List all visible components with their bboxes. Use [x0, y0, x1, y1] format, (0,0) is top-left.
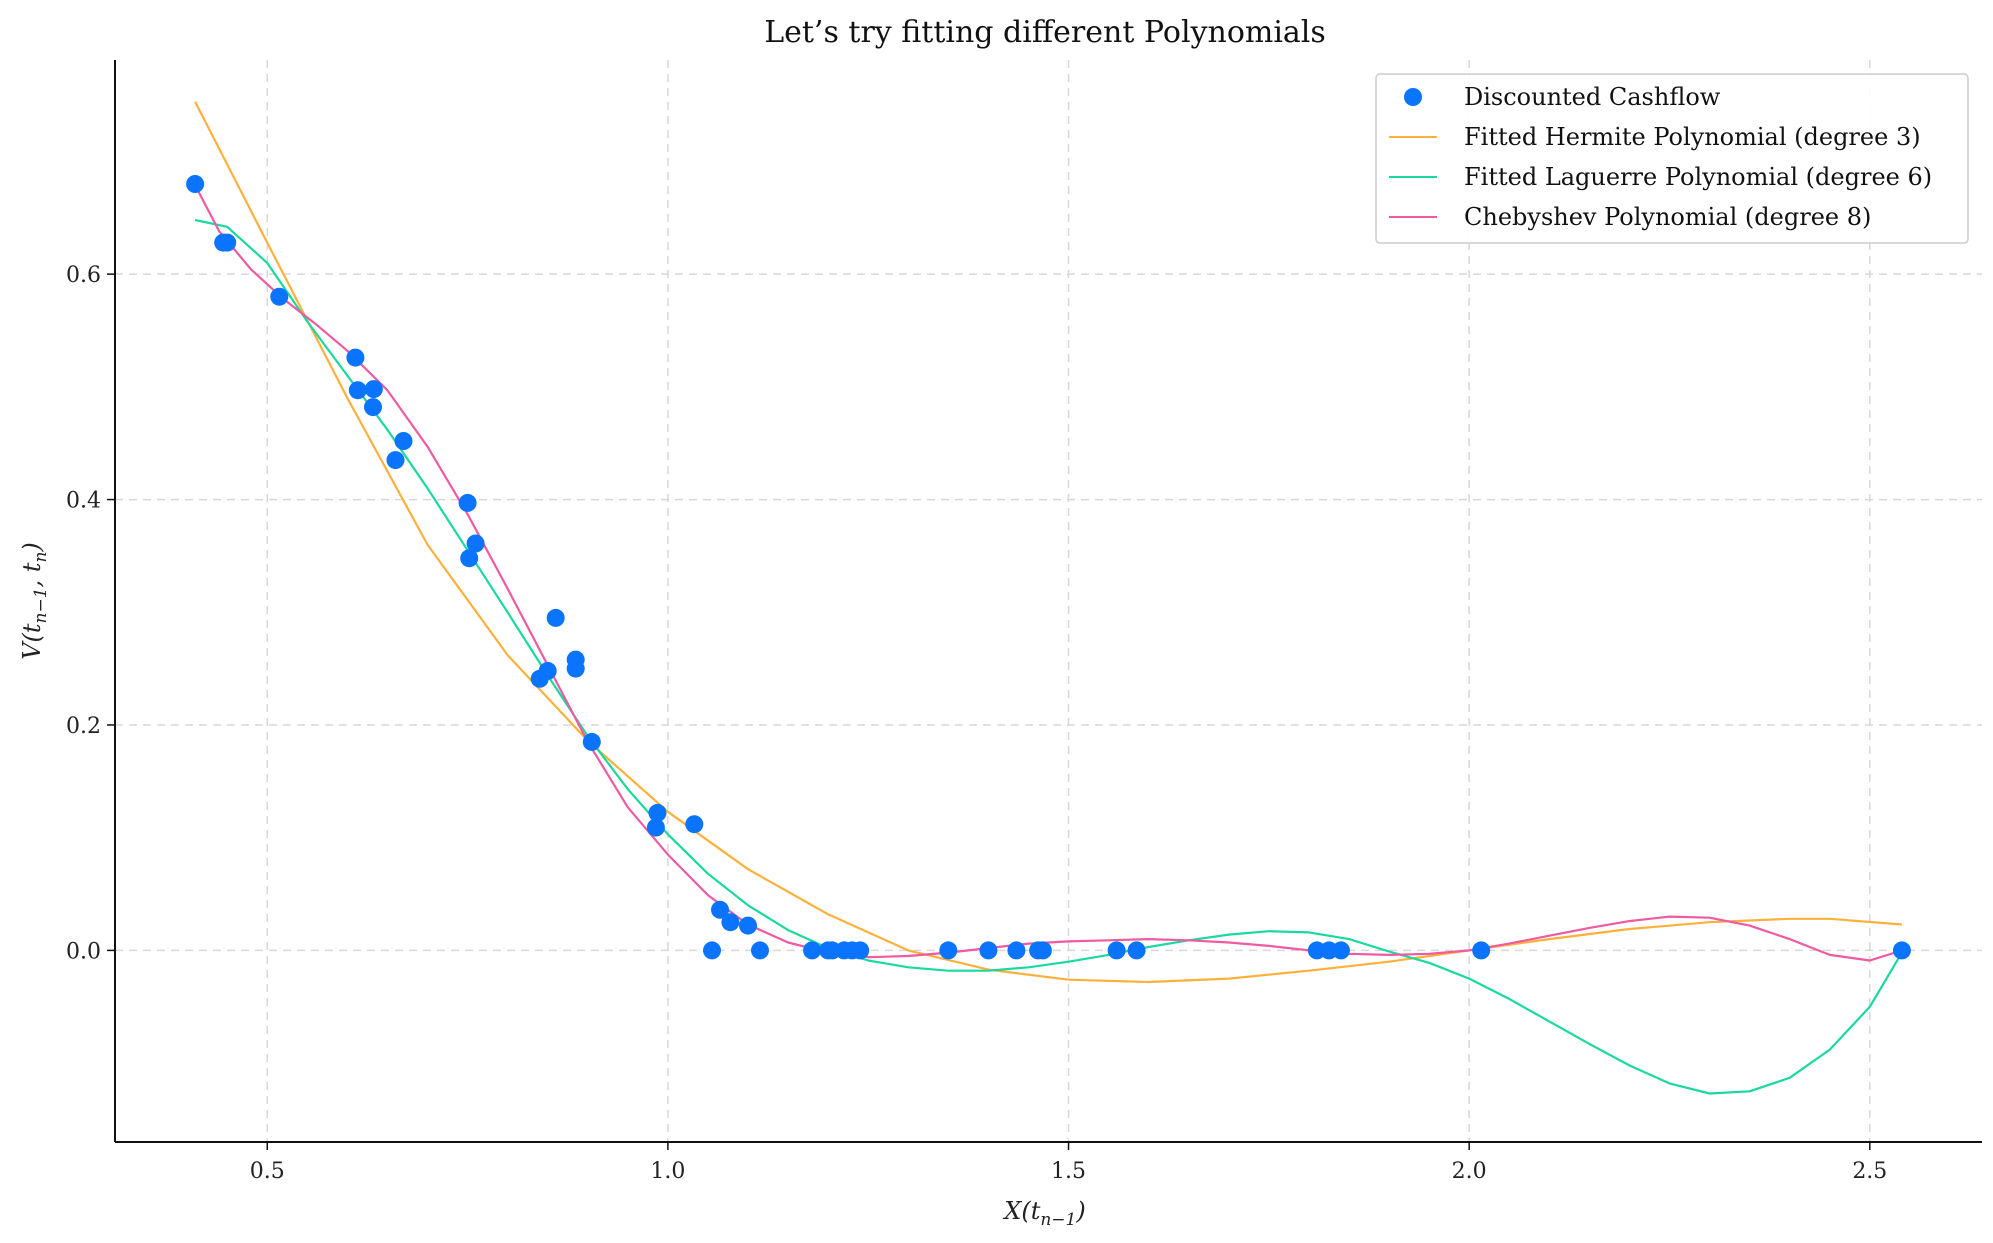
legend-label-chebyshev: Chebyshev Polynomial (degree 8)	[1464, 203, 1871, 231]
scatter-point	[582, 732, 601, 751]
legend-label-laguerre: Fitted Laguerre Polynomial (degree 6)	[1464, 163, 1932, 191]
y-tick-label: 0.4	[66, 489, 101, 514]
y-tick-label: 0.2	[66, 714, 101, 739]
scatter-point	[1007, 941, 1026, 960]
scatter-point	[1107, 941, 1126, 960]
legend-label-discounted-cashflow: Discounted Cashflow	[1464, 83, 1721, 111]
scatter-point	[364, 380, 383, 399]
x-axis-label: X(tn−1)	[1002, 1197, 1085, 1230]
scatter-point	[364, 398, 382, 417]
y-tick-label: 0.6	[66, 263, 101, 288]
legend-frame	[1375, 73, 1969, 244]
scatter-point	[348, 381, 367, 400]
scatter-point	[979, 941, 998, 960]
scatter-point	[538, 661, 557, 680]
scatter-point	[721, 913, 740, 932]
x-tick-label: 0.5	[250, 1159, 285, 1184]
series-points	[186, 175, 1911, 960]
scatter-point	[218, 233, 237, 252]
scatter-point	[566, 659, 585, 678]
scatter-point	[1892, 941, 1911, 960]
series-line-2	[194, 218, 1903, 1095]
scatter-point	[1472, 941, 1491, 960]
scatter-point	[346, 348, 365, 367]
scatter-point	[648, 803, 667, 822]
scatter-point	[1127, 941, 1146, 960]
y-axis-label: V(tn−1, tn)	[18, 542, 51, 660]
scatter-point	[186, 175, 205, 193]
scatter-point	[546, 608, 565, 627]
scatter-point	[458, 493, 477, 512]
scatter-point	[1332, 941, 1350, 960]
scatter-point	[851, 941, 870, 960]
scatter-point	[703, 941, 721, 960]
x-tick-label: 2.5	[1852, 1159, 1887, 1184]
scatter-point	[270, 287, 289, 306]
scatter-point	[646, 818, 665, 837]
legend-label-hermite: Fitted Hermite Polynomial (degree 3)	[1464, 123, 1921, 151]
series-line-3	[194, 184, 1903, 962]
scatter-point	[939, 941, 958, 960]
series-line-1	[194, 101, 1902, 984]
chart-title: Let’s try fitting different Polynomials	[764, 15, 1326, 50]
scatter-point	[460, 549, 479, 568]
legend-marker-discounted-cashflow	[1404, 88, 1422, 106]
scatter-point	[751, 941, 769, 960]
x-tick-label: 2.0	[1452, 1159, 1487, 1184]
scatter-point	[711, 900, 729, 919]
x-tick-label: 1.0	[650, 1159, 685, 1184]
scatter-point	[394, 432, 413, 450]
scatter-point	[466, 534, 485, 553]
axes	[114, 60, 1982, 1143]
scatter-point	[1033, 941, 1052, 960]
scatter-point	[685, 815, 704, 834]
scatter-point	[739, 916, 757, 935]
ticks: 0.5 1.0 1.5 2.0 2.5 0.0 0.2 0.4 0.6	[66, 263, 1887, 1184]
scatter-point	[386, 451, 405, 470]
scatter-point	[803, 941, 822, 960]
x-tick-label: 1.5	[1051, 1159, 1086, 1184]
legend: Discounted Cashflow Fitted Hermite Polyn…	[1375, 73, 1969, 244]
y-tick-label: 0.0	[66, 939, 101, 964]
